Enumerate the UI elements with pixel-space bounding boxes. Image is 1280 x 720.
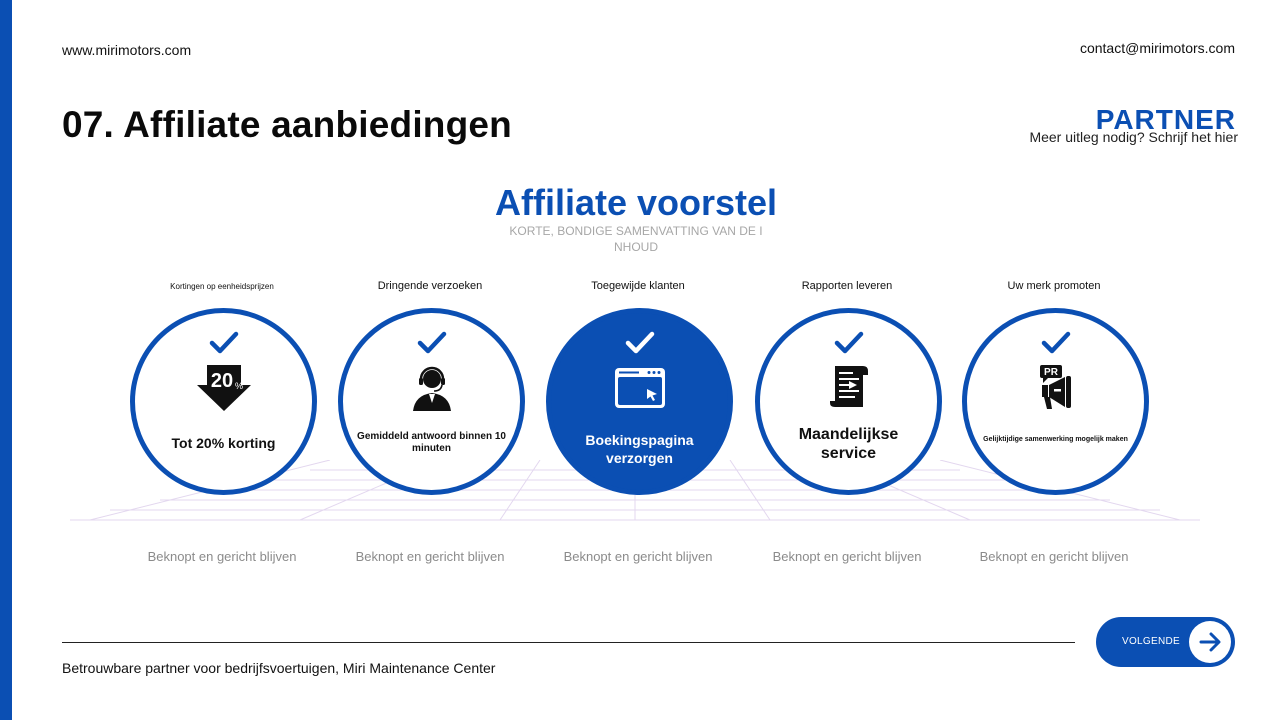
hero-summary: KORTE, BONDIGE SAMENVATTING VAN DE I NHO…: [509, 224, 763, 254]
card-circle[interactable]: Gemiddeld antwoord binnen 10 minuten: [338, 308, 525, 495]
card-label: Tot 20% korting: [171, 435, 276, 451]
card-description: Beknopt en gericht blijven: [147, 549, 297, 564]
card-circle[interactable]: Maandelijkse service: [755, 308, 942, 495]
hero-title: Affiliate voorstel: [494, 182, 778, 223]
contact-email: contact@mirimotors.com: [1079, 40, 1235, 56]
footer-tagline: Betrouwbare partner voor bedrijfsvoertui…: [62, 660, 496, 676]
card-title: Kortingen op eenheidsprijzen: [170, 282, 274, 291]
card-title: Rapporten leveren: [801, 280, 893, 292]
report-document-icon: [830, 366, 868, 407]
page-title: 07. Affiliate aanbiedingen: [62, 104, 512, 145]
svg-text:%: %: [235, 381, 243, 391]
card-label: Gemiddeld antwoord binnen 10 minuten: [357, 431, 506, 454]
floor-grid-decoration: [70, 460, 1200, 521]
check-icon: [625, 331, 655, 354]
check-icon: [834, 331, 864, 354]
card-label: Boekingspagina verzorgen: [585, 432, 694, 466]
next-button-label: VOLGENDE: [1122, 636, 1180, 647]
next-button[interactable]: VOLGENDE: [1096, 617, 1235, 667]
check-icon: [209, 331, 239, 354]
pr-megaphone-icon: PR: [1040, 365, 1071, 409]
footer-divider: [62, 642, 1075, 643]
svg-text:20: 20: [211, 370, 233, 392]
card-title: Toegewijde klanten: [591, 280, 685, 292]
left-accent-bar: [0, 0, 12, 720]
browser-click-icon: [615, 368, 665, 408]
svg-text:PR: PR: [1044, 367, 1059, 378]
card-title: Dringende verzoeken: [377, 280, 483, 292]
discount-20-icon: 20 %: [197, 365, 251, 411]
card-circle-active[interactable]: Boekingspagina verzorgen: [546, 308, 733, 495]
card-label: Gelijktijdige samenwerking mogelijk make…: [983, 436, 1128, 443]
card-circle[interactable]: PR Gelijktijdige samenwerking mogelijk m…: [962, 308, 1149, 495]
card-title: Uw merk promoten: [1007, 280, 1101, 292]
card-label: Maandelijkse service: [798, 426, 899, 462]
card-description: Beknopt en gericht blijven: [772, 549, 922, 564]
card-circle[interactable]: 20 % Tot 20% korting: [130, 308, 317, 495]
brand-title: PARTNER: [1095, 104, 1236, 135]
website-url: www.mirimotors.com: [62, 42, 192, 58]
card-description: Beknopt en gericht blijven: [563, 549, 713, 564]
arrow-right-icon: [1189, 621, 1231, 663]
card-description: Beknopt en gericht blijven: [355, 549, 505, 564]
check-icon: [417, 331, 447, 354]
card-description: Beknopt en gericht blijven: [979, 549, 1129, 564]
check-icon: [1041, 331, 1071, 354]
brand-subtitle: Meer uitleg nodig? Schrijf het hier: [1029, 129, 1238, 145]
support-agent-icon: [413, 366, 451, 411]
